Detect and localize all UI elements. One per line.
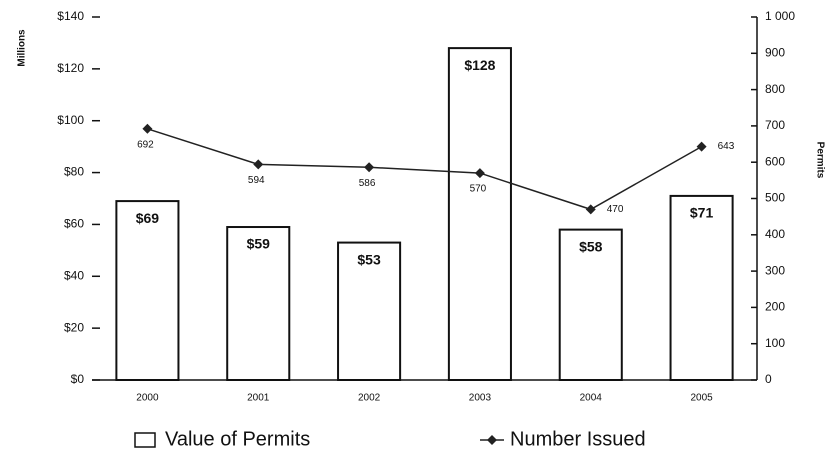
y2-tick-label: 1 000 xyxy=(765,9,795,23)
x-tick-label: 2005 xyxy=(690,393,713,404)
y2-tick-label: 700 xyxy=(765,118,785,132)
bar xyxy=(447,47,512,381)
line xyxy=(147,128,702,211)
bar xyxy=(115,200,180,381)
bar xyxy=(558,228,623,381)
line-label: 586 xyxy=(359,178,376,189)
line-point xyxy=(696,141,707,152)
line-point xyxy=(142,123,153,134)
line-label: 692 xyxy=(137,139,154,150)
y2-tick-label: 200 xyxy=(765,300,785,314)
y-tick-label: $80 xyxy=(64,165,84,179)
y-tick-label: $40 xyxy=(64,268,84,282)
line-point xyxy=(253,159,264,170)
y-tick-label: $120 xyxy=(57,61,84,75)
y2-tick-label: 800 xyxy=(765,82,785,96)
line-point xyxy=(474,168,485,179)
line-label: 643 xyxy=(718,141,735,152)
line-label: 570 xyxy=(470,184,487,195)
legend-swatch xyxy=(487,435,497,445)
legend-label: Number Issued xyxy=(510,428,646,450)
line-point xyxy=(585,204,596,215)
bar xyxy=(337,241,402,381)
y2-tick-label: 0 xyxy=(765,372,772,386)
bar xyxy=(669,194,734,381)
y2-axis-label: Permits xyxy=(814,142,825,179)
x-tick-label: 2001 xyxy=(247,393,270,404)
y-tick-label: $60 xyxy=(64,217,84,231)
y-tick-label: $20 xyxy=(64,320,84,334)
bar xyxy=(226,226,291,381)
y-tick-label: $140 xyxy=(57,9,84,23)
bar-label: $53 xyxy=(357,251,381,267)
y2-tick-label: 400 xyxy=(765,227,785,241)
line-label: 470 xyxy=(607,204,624,215)
legend-swatch xyxy=(134,432,156,448)
x-tick-label: 2003 xyxy=(469,393,492,404)
y-tick-label: $100 xyxy=(57,113,84,127)
x-tick-label: 2000 xyxy=(136,393,159,404)
bar-label: $59 xyxy=(247,236,271,252)
bar-label: $58 xyxy=(579,238,603,254)
y2-tick-label: 900 xyxy=(765,45,785,59)
line-point xyxy=(364,162,375,173)
y2-tick-label: 600 xyxy=(765,154,785,168)
legend-label: Value of Permits xyxy=(165,428,310,450)
y-tick-label: $0 xyxy=(71,372,85,386)
line-label: 594 xyxy=(248,175,265,186)
bar-label: $69 xyxy=(136,210,160,226)
y2-tick-label: 100 xyxy=(765,336,785,350)
y2-tick-label: 500 xyxy=(765,191,785,205)
bar-label: $71 xyxy=(690,205,714,221)
bar-label: $128 xyxy=(464,57,495,73)
x-tick-label: 2002 xyxy=(358,393,381,404)
y2-tick-label: 300 xyxy=(765,263,785,277)
y-axis-label: Millions xyxy=(17,29,28,67)
x-tick-label: 2004 xyxy=(580,393,603,404)
